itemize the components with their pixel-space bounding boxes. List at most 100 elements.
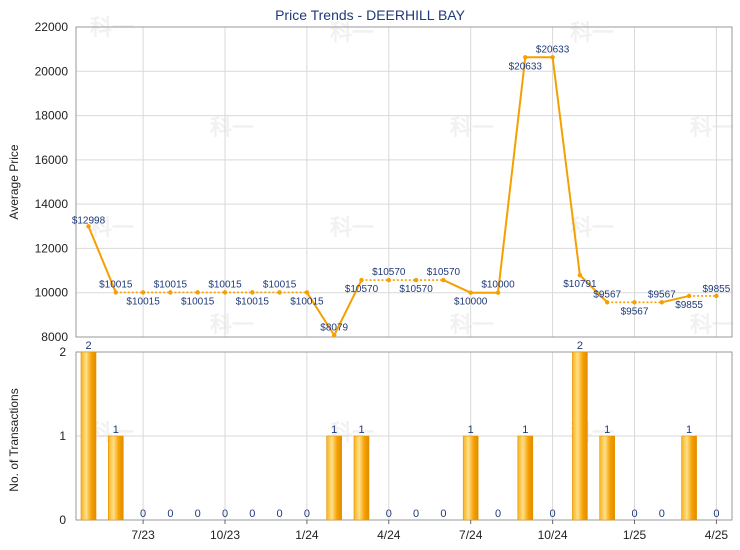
price-point-2 — [140, 290, 146, 295]
watermark-8: 科一 — [570, 216, 614, 241]
price-data-label-16: $20633 — [509, 61, 543, 72]
price-line-segment-18 — [579, 274, 608, 304]
price-y-tick-1: 10000 — [35, 286, 69, 300]
price-data-label-22: $9855 — [675, 300, 703, 311]
price-data-label-19: $9567 — [593, 289, 621, 300]
price-line-segment-0 — [87, 225, 117, 293]
price-data-label-15: $10000 — [481, 280, 515, 291]
transactions-y-tick-2: 2 — [59, 345, 66, 359]
transactions-y-axis-label: No. of Transactions — [7, 388, 21, 491]
price-y-tick-7: 22000 — [35, 20, 69, 34]
watermark-9: 科一 — [210, 313, 254, 338]
x-tick-label-6: 1/25 — [623, 528, 647, 542]
price-point-5 — [222, 290, 228, 295]
price-line-segment-8 — [306, 291, 336, 336]
transaction-count-label-19: 1 — [604, 424, 610, 436]
price-point-17 — [550, 55, 555, 60]
price-data-label-2: $10015 — [126, 296, 160, 307]
price-y-tick-6: 20000 — [35, 64, 69, 78]
price-point-11 — [386, 277, 391, 283]
transaction-count-label-3: 0 — [167, 508, 173, 520]
transaction-bar-16 — [517, 435, 534, 521]
transaction-bar-0 — [80, 351, 97, 521]
price-point-8 — [304, 290, 310, 295]
transactions-plot-frame — [75, 351, 733, 521]
price-data-label-23: $9855 — [702, 284, 730, 295]
price-data-label-8: $10015 — [290, 296, 324, 307]
price-point-7 — [277, 290, 282, 295]
transaction-bar-18 — [572, 351, 588, 521]
price-data-label-5: $10015 — [208, 279, 242, 290]
price-point-18 — [577, 272, 583, 278]
price-plot-frame — [75, 26, 733, 338]
transaction-count-label-2: 0 — [140, 508, 146, 520]
x-tick-label-2: 1/24 — [295, 528, 319, 542]
chart-title: Price Trends - DEERHILL BAY — [275, 7, 466, 23]
price-point-4 — [195, 290, 200, 295]
transaction-count-label-6: 0 — [249, 508, 255, 520]
transaction-count-label-7: 0 — [277, 508, 283, 520]
transaction-count-label-18: 2 — [577, 340, 583, 352]
price-point-20 — [632, 300, 637, 305]
price-data-label-20: $9567 — [621, 306, 649, 317]
price-y-tick-4: 16000 — [35, 153, 69, 167]
watermark-1: 科一 — [330, 21, 374, 46]
price-data-label-21: $9567 — [648, 289, 676, 300]
watermark-4: 科一 — [450, 116, 494, 141]
x-tick-label-7: 4/25 — [705, 528, 729, 542]
price-point-15 — [495, 290, 501, 295]
price-point-12 — [413, 277, 419, 283]
price-y-tick-2: 12000 — [35, 241, 69, 255]
transaction-bar-1 — [108, 435, 124, 521]
transaction-bar-22 — [681, 435, 697, 521]
transaction-count-label-10: 1 — [358, 424, 364, 436]
transaction-count-label-13: 0 — [440, 508, 446, 520]
price-line-segment-21 — [661, 294, 690, 304]
price-point-1 — [113, 290, 119, 295]
price-line-segment-13 — [442, 279, 472, 294]
price-point-19 — [605, 300, 610, 305]
price-data-label-10: $10570 — [345, 284, 379, 295]
x-tick-label-4: 7/24 — [459, 528, 483, 542]
price-point-9 — [332, 333, 337, 338]
transaction-count-label-5: 0 — [222, 508, 228, 520]
price-data-label-12: $10570 — [399, 284, 433, 295]
watermark-6: 科一 — [90, 216, 134, 241]
watermark-0: 科一 — [90, 16, 134, 41]
price-data-label-9: $8079 — [320, 322, 348, 333]
price-point-0 — [86, 224, 91, 229]
watermark-11: 科一 — [690, 313, 734, 338]
price-point-10 — [359, 277, 364, 283]
transactions-y-tick-0: 0 — [59, 513, 66, 527]
price-data-label-6: $10015 — [236, 296, 270, 307]
transaction-count-label-0: 2 — [85, 340, 91, 352]
price-point-3 — [168, 290, 173, 295]
transaction-bar-19 — [599, 435, 616, 521]
watermark-7: 科一 — [330, 216, 374, 241]
price-data-label-18: $10791 — [563, 279, 597, 290]
transaction-count-label-1: 1 — [113, 424, 119, 436]
transaction-bar-14 — [462, 435, 479, 521]
price-point-6 — [250, 290, 255, 295]
transaction-count-label-21: 0 — [659, 508, 665, 520]
transaction-count-label-15: 0 — [495, 508, 501, 520]
price-y-tick-3: 14000 — [35, 197, 69, 211]
transaction-count-label-16: 1 — [522, 424, 528, 436]
watermark-5: 科一 — [690, 116, 734, 141]
price-point-14 — [468, 290, 473, 295]
transaction-count-label-8: 0 — [304, 508, 310, 520]
x-tick-label-5: 10/24 — [538, 528, 568, 542]
watermark-10: 科一 — [450, 313, 494, 338]
price-line-segment-9 — [333, 279, 363, 336]
x-tick-label-3: 4/24 — [377, 528, 401, 542]
price-point-13 — [441, 277, 446, 283]
transaction-bar-10 — [353, 435, 370, 521]
price-data-label-17: $20633 — [536, 44, 570, 55]
transaction-bar-9 — [326, 435, 343, 521]
transaction-count-label-11: 0 — [386, 508, 392, 520]
price-line-segment-15 — [497, 57, 527, 293]
price-data-label-7: $10015 — [263, 279, 297, 290]
x-tick-label-0: 7/23 — [131, 528, 155, 542]
transaction-count-label-4: 0 — [195, 508, 201, 520]
